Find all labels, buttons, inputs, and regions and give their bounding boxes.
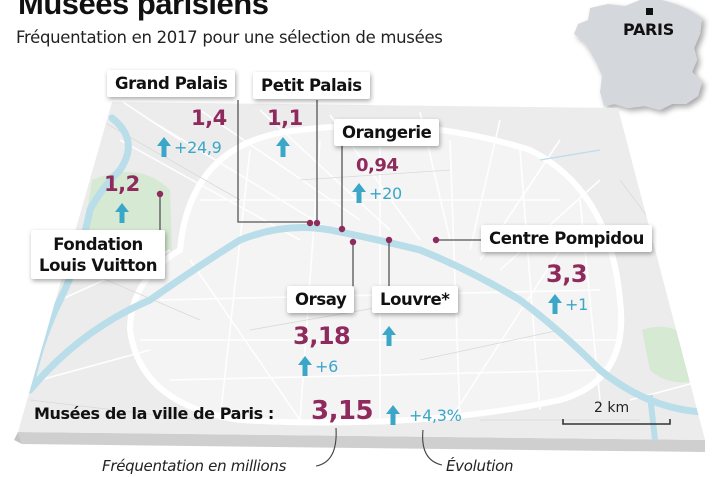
evolution-value: +4,3%: [409, 405, 462, 425]
marker-petit-palais: [313, 219, 321, 227]
arrow-up-icon: [298, 356, 312, 376]
france-inset-map: [574, 0, 702, 110]
museum-name-line2: Louis Vuitton: [39, 256, 158, 275]
museum-name-line1: Fondation: [53, 235, 143, 254]
evolution-value: +20: [369, 183, 402, 203]
label-petit-palais: Petit Palais: [253, 72, 370, 99]
scale-label: 2 km: [594, 400, 630, 416]
evolution-orangerie: +20: [352, 183, 402, 203]
city-museums-label: Musées de la ville de Paris :: [34, 404, 274, 423]
museum-name: Orangerie: [342, 123, 432, 142]
museum-name: Centre Pompidou: [489, 229, 644, 248]
attendance-petit-palais: 1,1: [267, 106, 303, 130]
legend-evolution-caption: Évolution: [446, 457, 514, 475]
evolution-value: +1: [565, 294, 588, 314]
evolution-value: +24,9: [174, 137, 222, 157]
marker-grand-palais: [306, 219, 314, 227]
page-subtitle: Fréquentation en 2017 pour une sélection…: [16, 28, 443, 47]
marker-orsay: [349, 238, 357, 246]
paris-marker-icon: [646, 8, 653, 15]
marker-fondation-louis-vuitton: [156, 190, 164, 198]
museum-name: Orsay: [295, 290, 347, 309]
arrow-up-icon: [352, 183, 366, 203]
legend-attendance-caption: Fréquentation en millions: [102, 457, 287, 475]
arrow-up-icon: [386, 405, 400, 425]
label-fondation-louis-vuitton: Fondation Louis Vuitton: [31, 230, 166, 279]
museum-markers: [156, 190, 440, 246]
museum-name: Louvre*: [380, 290, 450, 309]
arrow-up-icon: [115, 203, 129, 223]
evolution-centre-pompidou: +1: [548, 294, 588, 314]
city-museums-evolution: +4,3%: [386, 405, 462, 425]
label-grand-palais: Grand Palais: [107, 70, 236, 97]
label-orsay: Orsay: [287, 286, 355, 313]
museum-name: Petit Palais: [261, 76, 362, 95]
evolution-louvre: [382, 326, 396, 346]
inset-city-label: PARIS: [623, 20, 674, 39]
page-title: Musées parisiens: [18, 0, 269, 21]
evolution-fondation-louis-vuitton: [115, 203, 129, 223]
city-museums-attendance: 3,15: [311, 396, 374, 426]
map-slab-edge: [18, 432, 705, 452]
attendance-orangerie: 0,94: [356, 155, 399, 176]
marker-centre-pompidou: [432, 236, 440, 244]
evolution-petit-palais: [276, 137, 290, 157]
museum-name: Grand Palais: [115, 74, 228, 93]
marker-louvre: [385, 236, 393, 244]
attendance-fondation-louis-vuitton: 1,2: [104, 172, 140, 196]
marker-orangerie: [338, 225, 346, 233]
legend-connector-attendance: [315, 427, 337, 467]
evolution-grand-palais: +24,9: [157, 137, 222, 157]
attendance-grand-palais: 1,4: [191, 106, 227, 130]
label-centre-pompidou: Centre Pompidou: [481, 225, 652, 252]
label-louvre: Louvre*: [372, 286, 458, 313]
arrow-up-icon: [382, 326, 396, 346]
leader-lines: [159, 100, 482, 290]
evolution-value: +6: [315, 356, 338, 376]
arrow-up-icon: [548, 294, 562, 314]
evolution-orsay: +6: [298, 356, 338, 376]
label-orangerie: Orangerie: [334, 119, 440, 146]
arrow-up-icon: [276, 137, 290, 157]
arrow-up-icon: [157, 137, 171, 157]
attendance-orsay: 3,18: [293, 322, 351, 350]
scale-bar: [562, 419, 671, 425]
attendance-centre-pompidou: 3,3: [546, 260, 588, 288]
legend-connector-evolution: [422, 429, 443, 466]
